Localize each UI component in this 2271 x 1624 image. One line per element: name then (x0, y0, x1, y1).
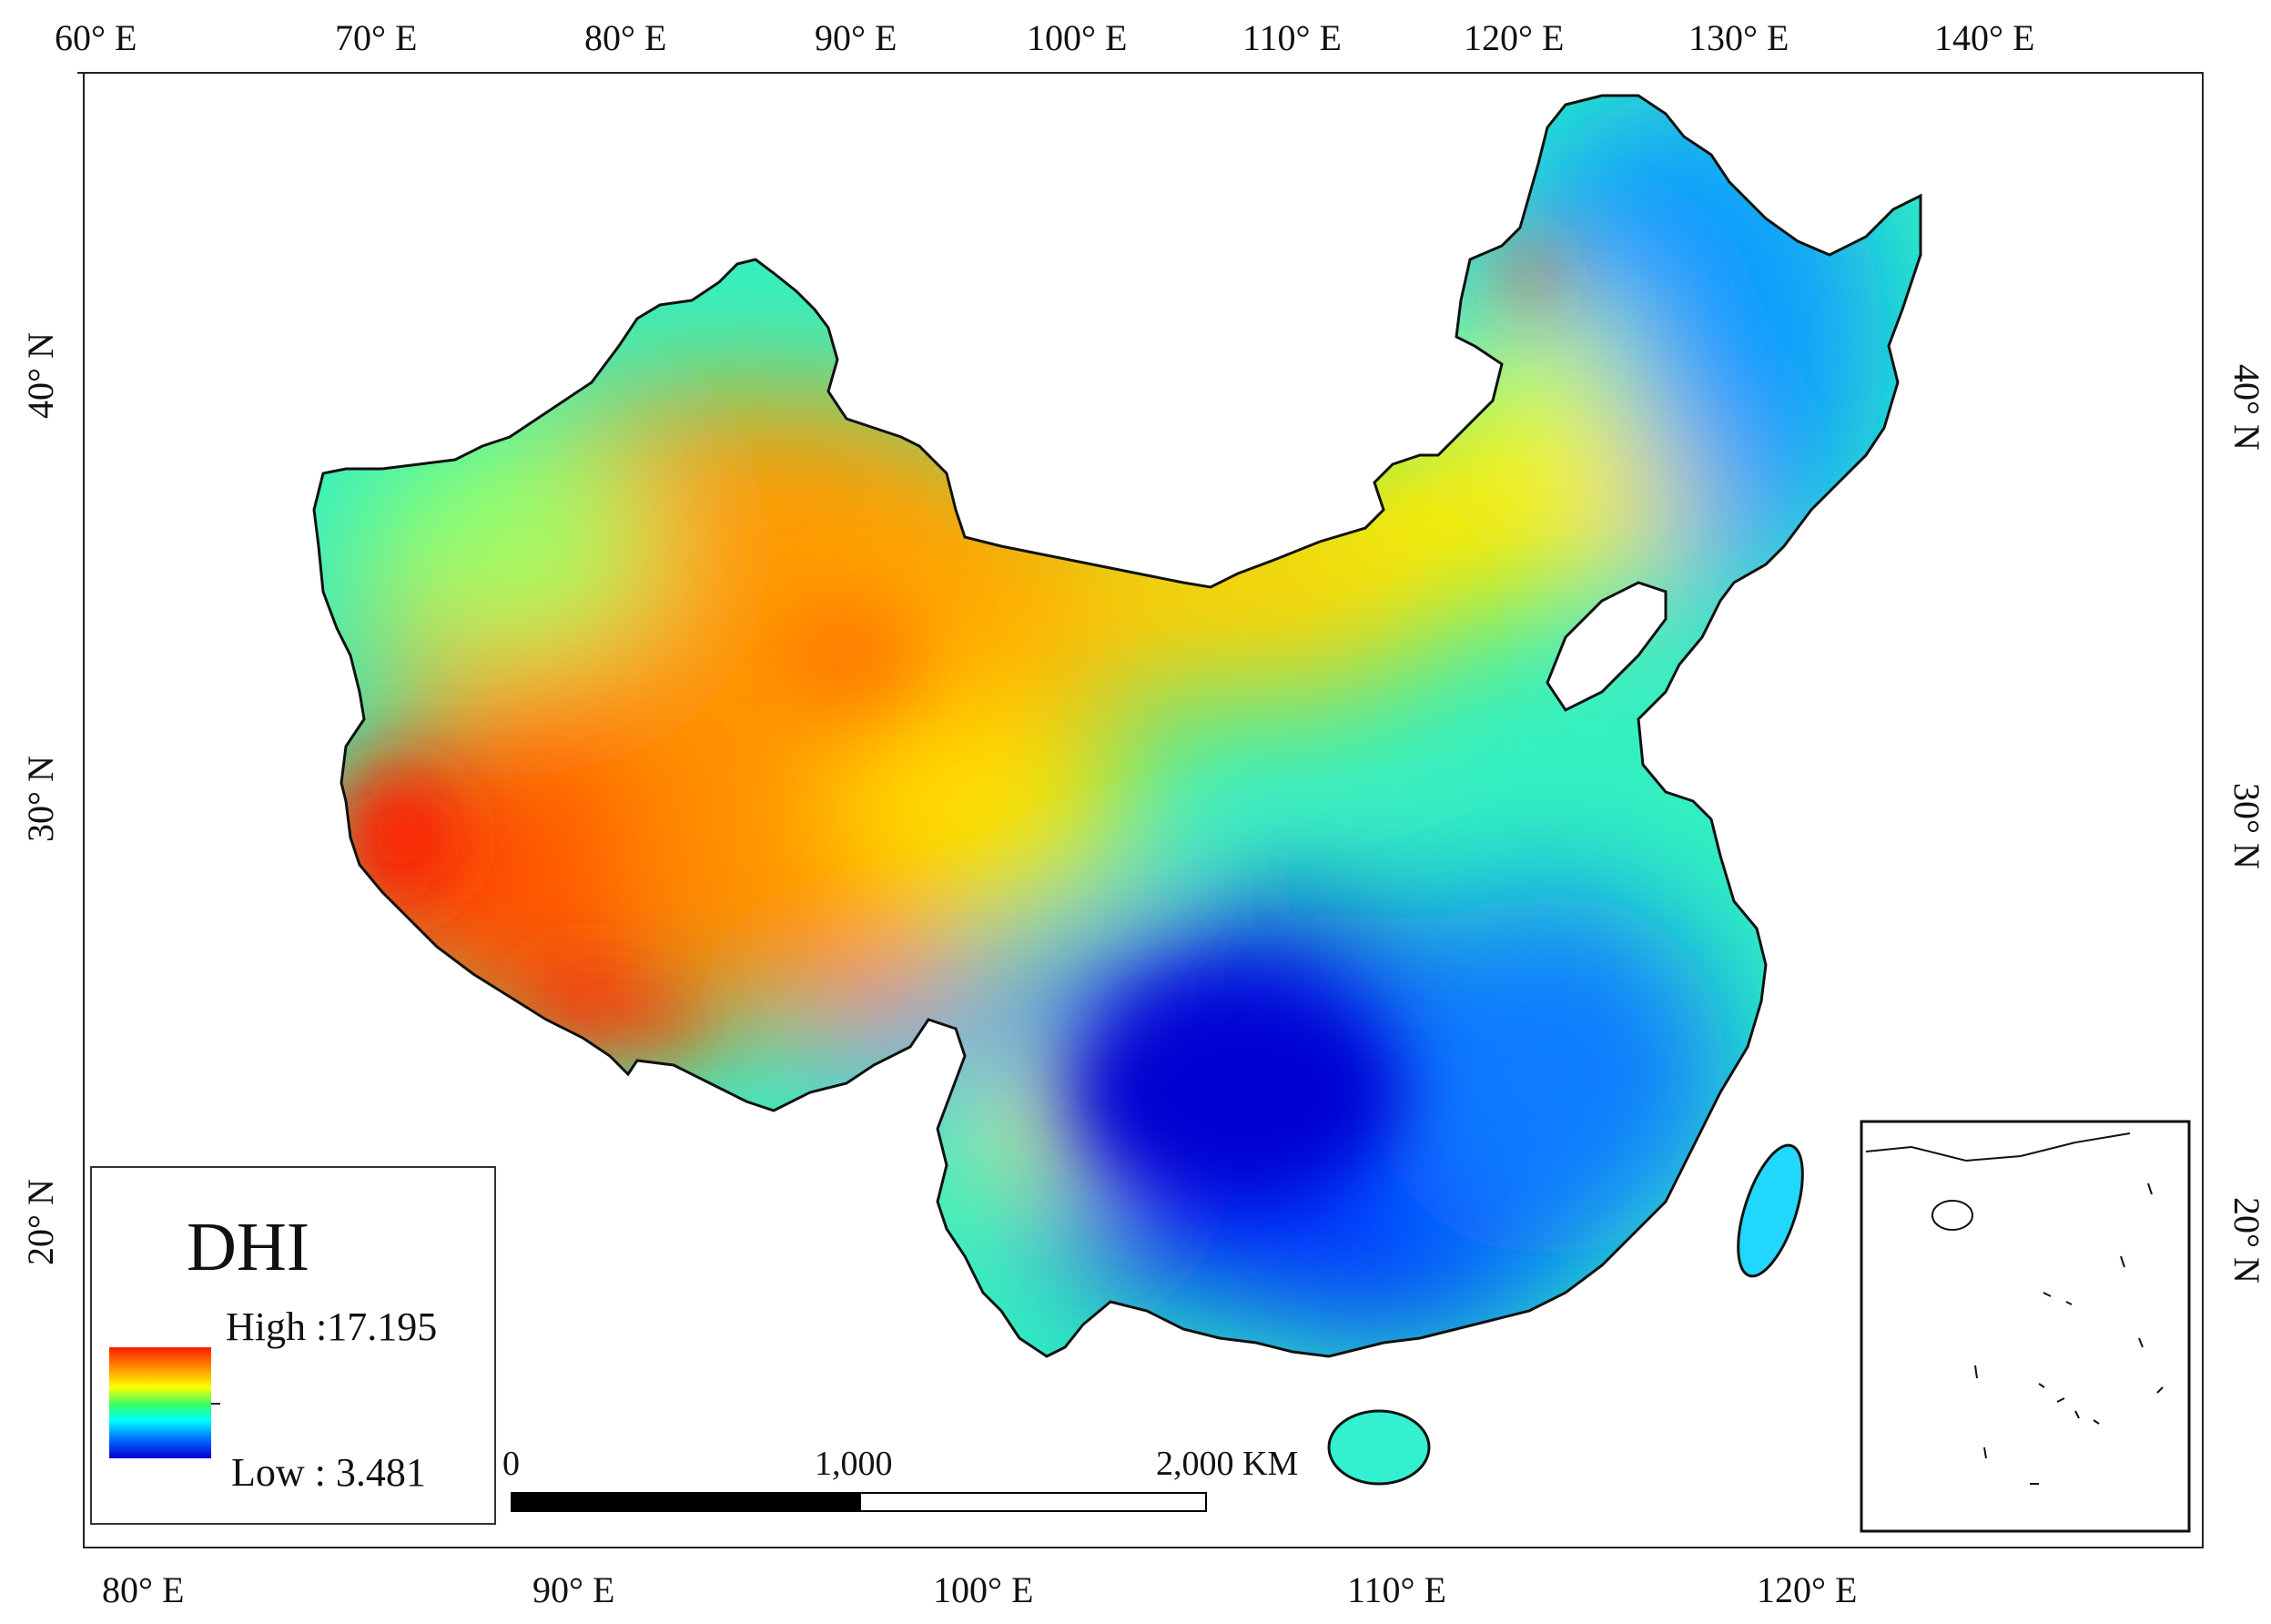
legend: DHI High :17.195 Low : 3.481 (90, 1166, 496, 1525)
legend-color-ramp (109, 1347, 211, 1458)
top-tick-label: 110° E (1242, 17, 1342, 58)
legend-low-label: Low : 3.481 (231, 1450, 426, 1495)
legend-title: DHI (187, 1209, 309, 1285)
south-china-sea-inset (1860, 1120, 2191, 1533)
top-tick-label: 60° E (55, 17, 137, 58)
top-tick-label: 100° E (1027, 17, 1127, 58)
bottom-axis: 80° E 90° E 100° E 110° E 120° E (102, 1569, 1857, 1610)
legend-high-label: High :17.195 (226, 1304, 437, 1349)
legend-box (90, 1166, 496, 1525)
bottom-tick-label: 110° E (1347, 1569, 1446, 1610)
hainan-island (1327, 1409, 1431, 1486)
scale-bar-filled (511, 1492, 861, 1512)
top-tick-label: 140° E (1934, 17, 2034, 58)
right-tick-label: 40° N (2226, 364, 2267, 451)
taiwan-island (1737, 1143, 1804, 1278)
bottom-tick-label: 80° E (102, 1569, 184, 1610)
bottom-tick-label: 120° E (1757, 1569, 1857, 1610)
top-tick-label: 120° E (1464, 17, 1564, 58)
top-tick-label: 130° E (1688, 17, 1789, 58)
right-axis: 40° N 30° N 20° N (2226, 364, 2267, 1284)
left-axis: 40° N 30° N 20° N (20, 332, 61, 1265)
left-tick-label: 20° N (20, 1179, 61, 1265)
top-axis: 60° E 70° E 80° E 90° E 100° E 110° E 12… (55, 17, 2203, 74)
bohai-coast (1546, 581, 1668, 712)
bottom-tick-label: 90° E (532, 1569, 614, 1610)
left-tick-label: 30° N (20, 756, 61, 842)
top-tick-label: 70° E (335, 17, 417, 58)
right-tick-label: 30° N (2226, 783, 2267, 869)
dhi-raster (314, 96, 1921, 1356)
scale-label-zero: 0 (502, 1445, 520, 1483)
bottom-tick-label: 100° E (933, 1569, 1033, 1610)
top-tick-label: 90° E (815, 17, 897, 58)
right-tick-label: 20° N (2226, 1197, 2267, 1284)
left-tick-label: 40° N (20, 332, 61, 419)
scale-label-mid: 1,000 (815, 1445, 893, 1483)
scale-bar-empty (859, 1492, 1207, 1512)
top-tick-label: 80° E (584, 17, 666, 58)
scale-label-end: 2,000 KM (1156, 1445, 1298, 1483)
scale-bar: 0 1,000 2,000 KM (502, 1445, 1298, 1512)
